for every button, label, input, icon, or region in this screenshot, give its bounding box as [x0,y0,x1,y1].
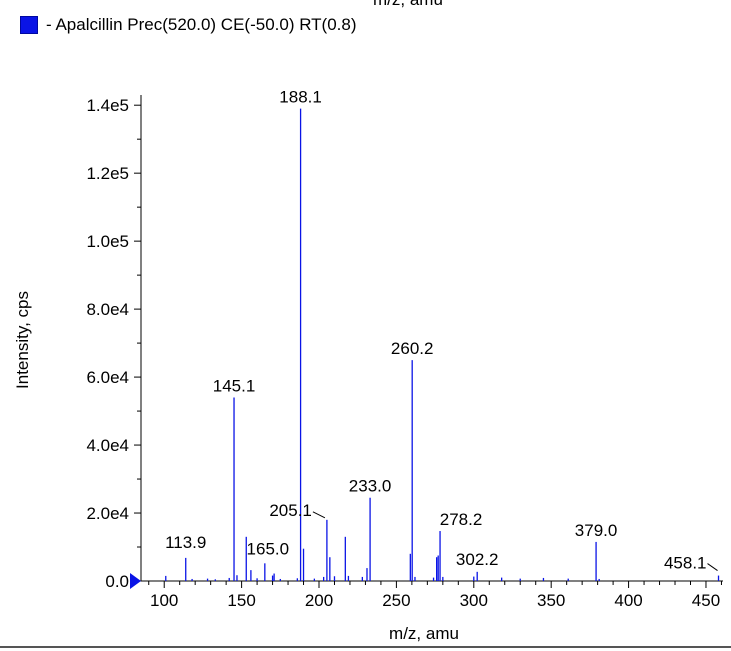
legend-swatch [20,16,38,34]
peak-label: 205.1 [269,501,312,520]
axes-layer: 0.0 2.0e4 4.0e4 6.0e4 8.0e4 1.0e5 1.2e5 1.4e5 10… [86,95,723,610]
x-tick-label: 300 [460,591,488,610]
peak-label: 302.2 [456,550,499,569]
peaks-layer [165,108,720,581]
x-tick-label: 250 [382,591,410,610]
y-tick-label: 4.0e4 [86,436,129,455]
peak-label-leader [312,511,326,519]
y-tick-label: 1.0e5 [86,232,129,251]
y-tick-label: 1.2e5 [86,164,129,183]
x-tick-label: 150 [227,591,255,610]
y-tick-label: 6.0e4 [86,368,129,387]
legend: - Apalcillin Prec(520.0) CE(-50.0) RT(0.… [20,14,357,36]
bottom-rule [0,646,731,648]
top-cut-label: m/z, amu [373,0,443,10]
peak-label: 165.0 [247,539,290,558]
y-axis-title: Intensity, cps [13,291,32,389]
x-tick-label: 350 [537,591,565,610]
x-tick-label: 200 [305,591,333,610]
peak-label-leader [707,563,718,571]
peak-label: 188.1 [279,88,322,107]
peak-label: 278.2 [440,510,483,529]
x-tick-label: 400 [614,591,642,610]
x-tick-label: 100 [150,591,178,610]
x-axis-title: m/z, amu [389,624,459,643]
y-tick-label: 2.0e4 [86,504,129,523]
y-tick-label: 1.4e5 [86,96,129,115]
peak-label: 379.0 [575,521,618,540]
peak-label: 113.9 [165,533,206,552]
peak-label: 458.1 [664,554,707,573]
peak-label: 233.0 [349,477,392,496]
peak-labels-layer: 113.9 145.1 165.0 188.1 205.1 233.0 260.2 278.2… [165,88,718,573]
y-tick-label: 8.0e4 [86,300,129,319]
y-tick-label: 0.0 [105,572,129,591]
y-origin-marker-icon [130,573,141,589]
legend-text: - Apalcillin Prec(520.0) CE(-50.0) RT(0.… [46,15,357,34]
peak-label: 260.2 [391,339,434,358]
x-tick-label: 450 [692,591,720,610]
peak-label: 145.1 [213,376,256,395]
